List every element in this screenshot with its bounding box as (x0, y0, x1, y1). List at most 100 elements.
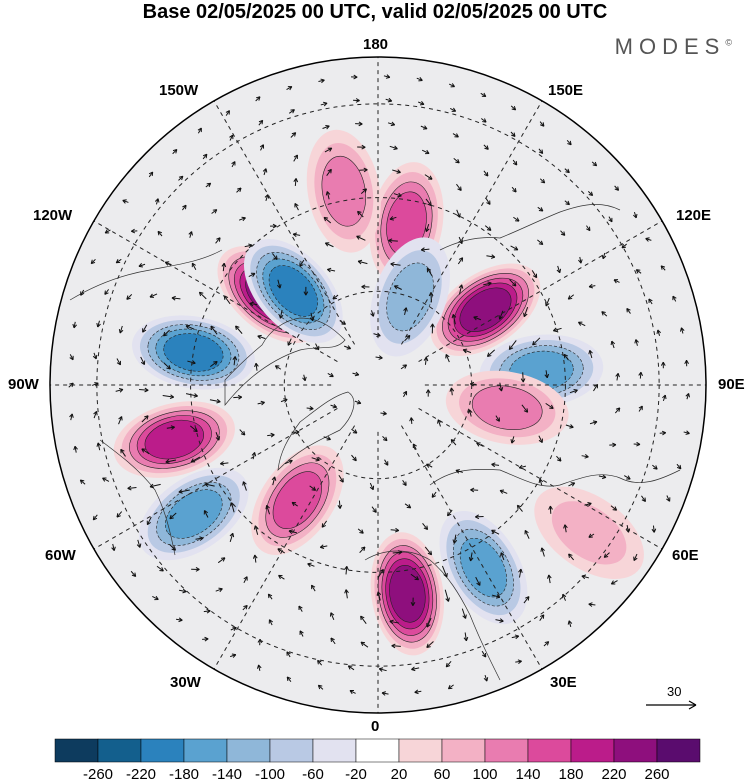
wind-vector (615, 373, 620, 381)
colorbar-tick-label: 20 (390, 766, 408, 783)
wind-vector (357, 210, 364, 218)
wind-vector (259, 144, 265, 151)
wind-vector (338, 475, 344, 483)
colorbar-swatch (355, 738, 400, 763)
positive-center-greenland-contour (272, 471, 323, 529)
wind-vector (255, 96, 261, 102)
wind-vector (131, 228, 138, 234)
wind-vector (257, 400, 265, 406)
wind-vector (444, 589, 450, 602)
positive-center-middle-east-contour (551, 501, 627, 565)
wind-vector (635, 269, 642, 274)
lon-label-120e: 120E (676, 207, 712, 224)
wind-vector (586, 225, 591, 232)
wind-vector (548, 505, 553, 514)
wind-vector (537, 239, 544, 246)
wind-vector (122, 199, 129, 204)
wind-vector (425, 223, 430, 232)
colorbar-swatch (140, 738, 185, 763)
negative-center-alaska (243, 238, 343, 343)
colorbar-tick-label: -60 (302, 766, 324, 783)
wind-vector (352, 371, 360, 377)
wind-vector (641, 495, 646, 502)
wind-vector (92, 352, 98, 360)
wind-vector (634, 339, 639, 346)
positive-center-north-pacific (306, 129, 381, 253)
wind-vector (80, 289, 85, 296)
coast-europe (364, 550, 501, 681)
wind-vector (383, 74, 391, 79)
wind-vector (355, 121, 363, 127)
wind-vector (475, 514, 484, 520)
wind-vector (286, 86, 293, 91)
wind-vector (418, 100, 425, 106)
wind-vector (468, 552, 474, 562)
wind-vector (426, 267, 433, 277)
wind-vector (645, 237, 652, 242)
wind-vector (116, 358, 121, 366)
wind-vector (157, 230, 163, 237)
wind-vector (564, 200, 570, 206)
wind-vector (387, 121, 396, 127)
wind-vector (116, 511, 123, 518)
wind-vector (400, 364, 408, 370)
wind-vector (660, 265, 666, 271)
brand-mark: © (725, 37, 732, 48)
wind-vector (291, 501, 298, 507)
wind-vector (118, 325, 124, 334)
wind-vector (115, 388, 124, 393)
wind-vector (353, 98, 360, 103)
wind-vector (483, 281, 492, 286)
wind-vector (563, 524, 568, 533)
wind-vector (233, 394, 243, 400)
wind-vector (588, 602, 596, 607)
lon-label-180: 180 (363, 36, 389, 53)
wind-vector (262, 168, 268, 176)
wind-vector (473, 315, 482, 321)
wind-vector (456, 209, 461, 218)
wind-vector (614, 185, 620, 191)
wind-vector (169, 544, 176, 551)
wind-vector (136, 539, 142, 548)
wind-vector (578, 256, 583, 264)
wind-vector (287, 338, 292, 346)
wind-vector (538, 148, 544, 154)
meridian-line (93, 220, 338, 363)
colorbar-swatch (312, 738, 357, 763)
reference-vector (646, 700, 697, 710)
wind-vector (660, 361, 666, 369)
wind-vector (532, 337, 541, 346)
wind-vector (539, 121, 545, 127)
meridian-line (213, 100, 356, 345)
wind-vector (148, 171, 154, 178)
wind-vector (211, 209, 218, 214)
wind-vector (111, 543, 116, 551)
wind-vector (545, 402, 554, 409)
wind-vector (467, 409, 473, 417)
colorbar-swatch (54, 738, 99, 763)
wind-vector (378, 667, 387, 672)
wind-vector (138, 263, 146, 268)
wind-vector (543, 641, 550, 647)
wind-vector (274, 365, 282, 370)
wind-vector (577, 321, 586, 327)
wind-vector (276, 279, 282, 289)
wind-vector (626, 307, 631, 314)
wind-vector (486, 349, 496, 357)
wind-vector (344, 589, 349, 599)
colorbar-swatch (570, 738, 615, 763)
wind-vector (360, 615, 367, 624)
wind-vector (140, 356, 146, 365)
wind-vector (662, 394, 667, 402)
wind-vector (424, 546, 433, 556)
wind-vector (441, 565, 448, 578)
colorbar-swatch (398, 738, 443, 763)
colorbar-tick-label: -140 (211, 766, 243, 783)
colorbar-swatch (613, 738, 658, 763)
wind-vector (475, 576, 481, 586)
lon-label-60e: 60E (672, 547, 699, 564)
wind-vector (154, 198, 160, 205)
coast-us-east (99, 439, 176, 556)
wind-vector (515, 659, 522, 664)
wind-vector (181, 204, 187, 211)
